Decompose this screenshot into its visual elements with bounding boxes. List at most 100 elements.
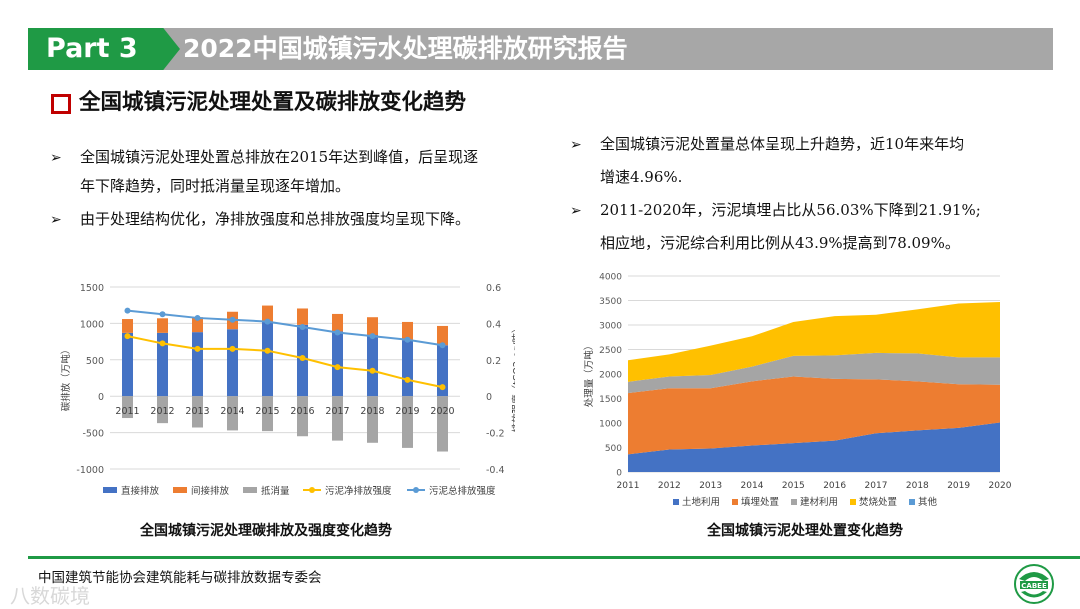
bar-indirect: [437, 325, 448, 346]
legend-label: 填埋处置: [741, 496, 779, 508]
y-tick-label: 2000: [599, 371, 622, 381]
x-tick-label: 2017: [325, 406, 349, 417]
legend-swatch: [791, 499, 797, 505]
y-tick-label: 2500: [599, 346, 622, 356]
total-intensity-point: [334, 329, 341, 336]
bullet-left-2: 由于处理结构优化，净排放强度和总排放强度均呈现下降。: [80, 210, 471, 228]
bar-direct: [332, 331, 343, 397]
total-intensity-point: [264, 318, 271, 325]
total-intensity-point: [299, 324, 306, 331]
x-tick-label: 2016: [290, 406, 314, 417]
bar-direct: [157, 332, 168, 397]
legend-swatch: [909, 499, 915, 505]
bar-offset: [192, 396, 203, 428]
section-square-icon: [51, 94, 71, 114]
chart-caption-volume: 全国城镇污泥处理处置变化趋势: [707, 523, 903, 539]
bullet-arrow-icon: ➢: [570, 137, 582, 153]
chart-caption-emissions: 全国城镇污泥处理碳排放及强度变化趋势: [140, 523, 392, 539]
net-intensity-point: [369, 367, 376, 374]
y2-tick-label: 0: [486, 392, 492, 403]
y2-tick-label: -0.4: [486, 465, 505, 476]
bar-direct: [437, 345, 448, 397]
y-tick-label: 500: [605, 444, 622, 454]
bar-indirect: [297, 308, 308, 325]
bar-direct: [192, 332, 203, 397]
bar-offset: [122, 396, 133, 419]
net-intensity-point: [299, 354, 306, 361]
net-intensity-point: [264, 347, 271, 354]
bar-offset: [227, 396, 238, 431]
net-intensity-line: [127, 335, 443, 389]
y-tick-label: 3000: [599, 322, 622, 332]
y-tick-label: 1500: [599, 395, 622, 405]
bullet-right-1a: 全国城镇污泥处置量总体呈现上升趋势，近10年来年均: [600, 135, 965, 153]
bullet-arrow-icon: ➢: [50, 212, 62, 228]
bar-offset: [367, 396, 378, 443]
y-axis-title: 处理量（万吨）: [583, 341, 595, 408]
bar-indirect: [332, 313, 343, 332]
x-tick-label: 2019: [395, 406, 419, 417]
total-intensity-point: [124, 307, 131, 314]
footer-divider: [28, 556, 1080, 559]
x-tick-label: 2017: [865, 481, 888, 491]
bar-direct: [227, 329, 238, 397]
x-tick-label: 2016: [823, 481, 846, 491]
bullet-right-1b: 增速4.96%.: [600, 168, 683, 186]
bullet-right-2a: 2011-2020年，污泥填埋占比从56.03%下降到21.91%;: [600, 201, 981, 219]
part-label: Part 3: [46, 33, 138, 64]
y2-tick-label: 0.4: [486, 319, 501, 330]
y-axis-title: 碳排放（万吨）: [60, 345, 72, 412]
y-tick-label: 1000: [80, 319, 104, 330]
total-intensity-point: [159, 311, 166, 318]
x-tick-label: 2018: [360, 406, 384, 417]
legend-swatch: [732, 499, 738, 505]
net-intensity-point: [124, 333, 131, 340]
total-intensity-line: [127, 309, 443, 347]
bullet-arrow-icon: ➢: [50, 150, 62, 166]
logo-text: CABEE: [1021, 582, 1047, 590]
y-tick-label: 0: [98, 392, 104, 403]
bar-indirect: [157, 318, 168, 333]
bullet-left-1a: 全国城镇污泥处理处置总排放在2015年达到峰值，后呈现逐: [80, 148, 479, 166]
legend-label: 土地利用: [682, 496, 720, 508]
legend-swatch: [850, 499, 856, 505]
report-title: 2022中国城镇污水处理碳排放研究报告: [183, 34, 628, 63]
bar-indirect: [122, 319, 133, 333]
legend-swatch: [243, 487, 257, 493]
area-building: [628, 352, 1000, 394]
legend-swatch: [673, 499, 679, 505]
x-tick-label: 2014: [220, 406, 244, 417]
area-incineration: [628, 301, 1000, 382]
x-tick-label: 2013: [185, 406, 209, 417]
x-tick-label: 2014: [741, 481, 764, 491]
bar-offset: [157, 396, 168, 424]
x-tick-label: 2012: [150, 406, 174, 417]
legend-marker: [413, 487, 419, 493]
legend-marker: [309, 487, 315, 493]
net-intensity-point: [194, 345, 201, 352]
area-landfill: [628, 376, 1000, 455]
bar-offset: [402, 396, 413, 448]
y2-tick-label: 0.6: [486, 283, 501, 294]
legend-label: 抵消量: [261, 485, 290, 497]
bar-direct: [122, 332, 133, 397]
total-intensity-point: [229, 316, 236, 323]
bar-direct: [367, 335, 378, 397]
legend-swatch: [173, 487, 187, 493]
y2-tick-label: 0.2: [486, 356, 501, 367]
total-intensity-point: [369, 333, 376, 340]
emissions-intensity-chart: 1500 1000 500 0 -500 -1000 0.6 0.4 0.2 0 -0.2 -0.4 2…: [60, 283, 515, 497]
part-tab: [28, 28, 180, 70]
x-tick-label: 2018: [906, 481, 929, 491]
bullet-arrow-icon: ➢: [570, 203, 582, 219]
legend-label: 直接排放: [121, 485, 160, 497]
x-tick-label: 2015: [255, 406, 279, 417]
bar-indirect: [262, 305, 273, 322]
legend-label: 污泥净排放强度: [325, 485, 392, 497]
bar-indirect: [192, 317, 203, 333]
legend-swatch: [103, 487, 117, 493]
legend-label: 污泥总排放强度: [429, 485, 496, 497]
y2-tick-label: -0.2: [486, 429, 505, 440]
y-tick-label: -1000: [76, 465, 104, 476]
net-intensity-point: [439, 384, 446, 391]
